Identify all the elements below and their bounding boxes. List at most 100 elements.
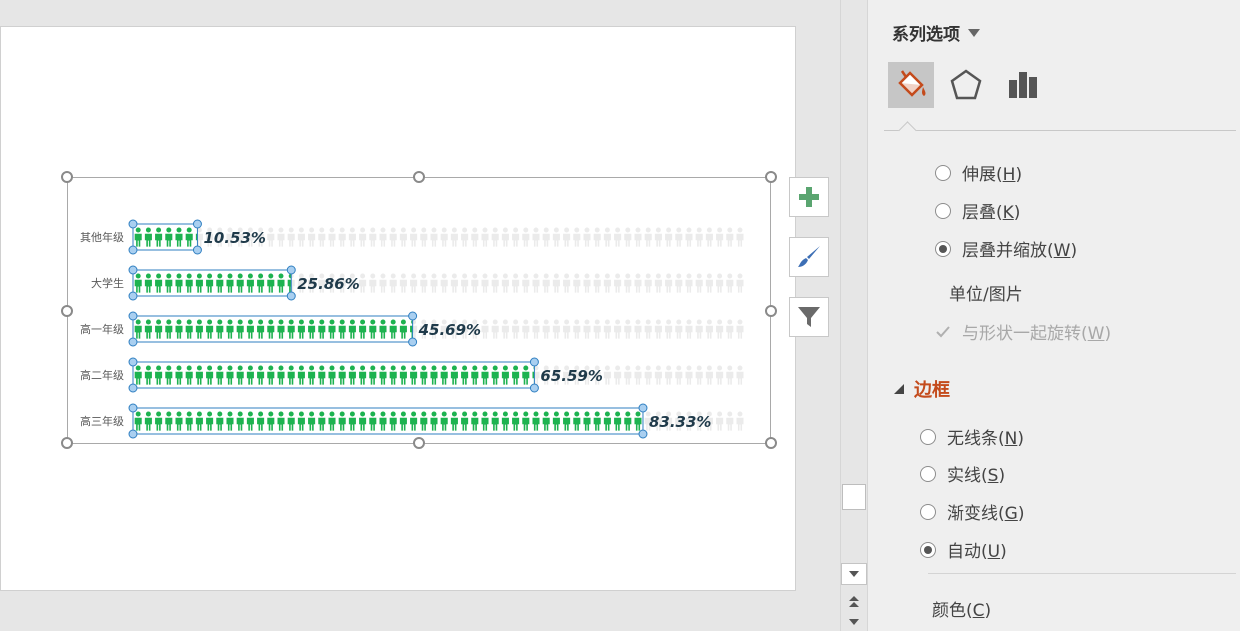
resize-handle-middle-left[interactable] bbox=[61, 305, 73, 317]
next-slide-button[interactable] bbox=[841, 612, 867, 631]
category-label: 高三年级 bbox=[80, 414, 124, 428]
option-label: 渐变线(G) bbox=[947, 504, 1025, 524]
data-point-handle[interactable] bbox=[128, 403, 138, 413]
option-label: 无线条(N) bbox=[947, 429, 1024, 449]
pictograph-bar-chart[interactable]: 其他年级 10.53% 大学生 25.86% 高一年级 45.69% 高二年级 65.59% 高… bbox=[68, 178, 772, 445]
bar-background-icons bbox=[134, 365, 744, 385]
radio-stack[interactable]: 层叠(K) bbox=[935, 198, 1020, 223]
double-chevron-up-icon bbox=[849, 596, 859, 607]
option-label: 伸展(H) bbox=[962, 165, 1023, 185]
bar-selection-outline bbox=[132, 269, 292, 297]
radio-gradient-line[interactable]: 渐变线(G) bbox=[920, 499, 1024, 524]
radio-button[interactable] bbox=[920, 428, 936, 445]
chart-styles-button[interactable] bbox=[789, 237, 829, 277]
data-point-handle[interactable] bbox=[529, 357, 539, 367]
series-options-dropdown[interactable]: 系列选项 bbox=[892, 20, 980, 45]
category-label: 高二年级 bbox=[80, 368, 124, 382]
data-point-handle[interactable] bbox=[286, 291, 296, 301]
data-label[interactable]: 83.33% bbox=[649, 413, 711, 431]
radio-button[interactable] bbox=[935, 164, 951, 181]
slide-canvas[interactable]: 其他年级 10.53% 大学生 25.86% 高一年级 45.69% 高二年级 65.59% 高… bbox=[0, 26, 829, 591]
pentagon-effects-icon bbox=[950, 69, 982, 100]
data-point-handle[interactable] bbox=[128, 383, 138, 393]
bar-selection-outline bbox=[132, 361, 535, 389]
radio-button[interactable] bbox=[920, 503, 936, 520]
resize-handle-bottom-center[interactable] bbox=[413, 437, 425, 449]
data-point-handle[interactable] bbox=[128, 337, 138, 347]
bar[interactable] bbox=[134, 365, 744, 385]
radio-stack-and-scale[interactable]: 层叠并缩放(W) bbox=[935, 236, 1077, 261]
bar-chart-options-icon bbox=[1009, 72, 1037, 98]
resize-handle-top-right[interactable] bbox=[765, 171, 777, 183]
plus-icon bbox=[799, 187, 819, 207]
border-section-header[interactable]: 边框 bbox=[894, 376, 950, 402]
paintbrush-icon bbox=[798, 246, 820, 267]
data-label[interactable]: 25.86% bbox=[297, 275, 359, 293]
radio-stretch[interactable]: 伸展(H) bbox=[935, 160, 1022, 185]
resize-handle-top-center[interactable] bbox=[413, 171, 425, 183]
radio-automatic[interactable]: 自动(U) bbox=[920, 537, 1007, 562]
data-point-handle[interactable] bbox=[192, 219, 202, 229]
tab-series-options[interactable] bbox=[999, 62, 1045, 108]
radio-button-selected[interactable] bbox=[920, 541, 936, 558]
data-point-handle[interactable] bbox=[128, 311, 138, 321]
units-per-picture-label: 单位/图片 bbox=[949, 285, 1023, 305]
caret-down-icon bbox=[968, 28, 980, 37]
color-label[interactable]: 颜色(C) bbox=[932, 601, 992, 621]
option-label: 层叠并缩放(W) bbox=[962, 241, 1078, 261]
resize-handle-bottom-right[interactable] bbox=[765, 437, 777, 449]
radio-button[interactable] bbox=[920, 465, 936, 482]
category-label: 高一年级 bbox=[80, 322, 124, 336]
panel-title: 系列选项 bbox=[892, 25, 960, 45]
rotate-with-shape-checkbox[interactable]: 与形状一起旋转(W) bbox=[935, 319, 1111, 344]
bar[interactable] bbox=[134, 273, 744, 293]
chevron-down-icon bbox=[849, 571, 859, 577]
checkbox[interactable] bbox=[935, 324, 951, 340]
data-point-handle[interactable] bbox=[128, 245, 138, 255]
tab-fill-line[interactable] bbox=[888, 62, 934, 108]
option-label: 与形状一起旋转(W) bbox=[962, 324, 1112, 344]
chart-area[interactable]: 其他年级 10.53% 大学生 25.86% 高一年级 45.69% 高二年级 65.59% 高… bbox=[61, 171, 777, 449]
data-point-handle[interactable] bbox=[408, 311, 418, 321]
data-point-handle[interactable] bbox=[529, 383, 539, 393]
data-point-handle[interactable] bbox=[128, 291, 138, 301]
radio-button-selected[interactable] bbox=[935, 240, 951, 257]
resize-handle-middle-right[interactable] bbox=[765, 305, 777, 317]
data-point-handle[interactable] bbox=[638, 403, 648, 413]
scroll-thumb[interactable] bbox=[842, 484, 866, 510]
scroll-down-button[interactable] bbox=[841, 563, 867, 585]
vertical-scrollbar[interactable] bbox=[840, 0, 868, 631]
radio-solid-line[interactable]: 实线(S) bbox=[920, 461, 1005, 486]
filter-icon bbox=[798, 307, 820, 327]
chart-filters-button[interactable] bbox=[789, 297, 829, 337]
tab-effects[interactable] bbox=[943, 62, 989, 108]
bar-selection-outline bbox=[132, 315, 414, 343]
data-point-handle[interactable] bbox=[128, 219, 138, 229]
data-point-handle[interactable] bbox=[128, 429, 138, 439]
checkmark-icon bbox=[936, 325, 950, 337]
collapse-triangle-icon bbox=[894, 384, 904, 394]
data-point-handle[interactable] bbox=[286, 265, 296, 275]
previous-slide-button[interactable] bbox=[841, 591, 867, 613]
resize-handle-top-left[interactable] bbox=[61, 171, 73, 183]
data-point-handle[interactable] bbox=[192, 245, 202, 255]
data-label[interactable]: 65.59% bbox=[540, 367, 602, 385]
bar-background-icons bbox=[134, 273, 744, 293]
data-point-handle[interactable] bbox=[408, 337, 418, 347]
bar-selection-outline bbox=[132, 407, 644, 435]
slide-workspace: 其他年级 10.53% 大学生 25.86% 高一年级 45.69% 高二年级 65.59% 高… bbox=[0, 26, 829, 591]
data-label[interactable]: 10.53% bbox=[203, 229, 265, 247]
data-point-handle[interactable] bbox=[128, 357, 138, 367]
fill-bucket-icon bbox=[898, 70, 926, 97]
data-label[interactable]: 45.69% bbox=[418, 321, 481, 339]
resize-handle-bottom-left[interactable] bbox=[61, 437, 73, 449]
category-label: 大学生 bbox=[91, 276, 124, 290]
radio-no-line[interactable]: 无线条(N) bbox=[920, 424, 1024, 449]
option-label: 自动(U) bbox=[947, 542, 1007, 562]
option-label: 层叠(K) bbox=[962, 203, 1021, 223]
chart-elements-button[interactable] bbox=[789, 177, 829, 217]
active-tab-pointer bbox=[898, 121, 917, 140]
radio-button[interactable] bbox=[935, 202, 951, 219]
data-point-handle[interactable] bbox=[638, 429, 648, 439]
data-point-handle[interactable] bbox=[128, 265, 138, 275]
